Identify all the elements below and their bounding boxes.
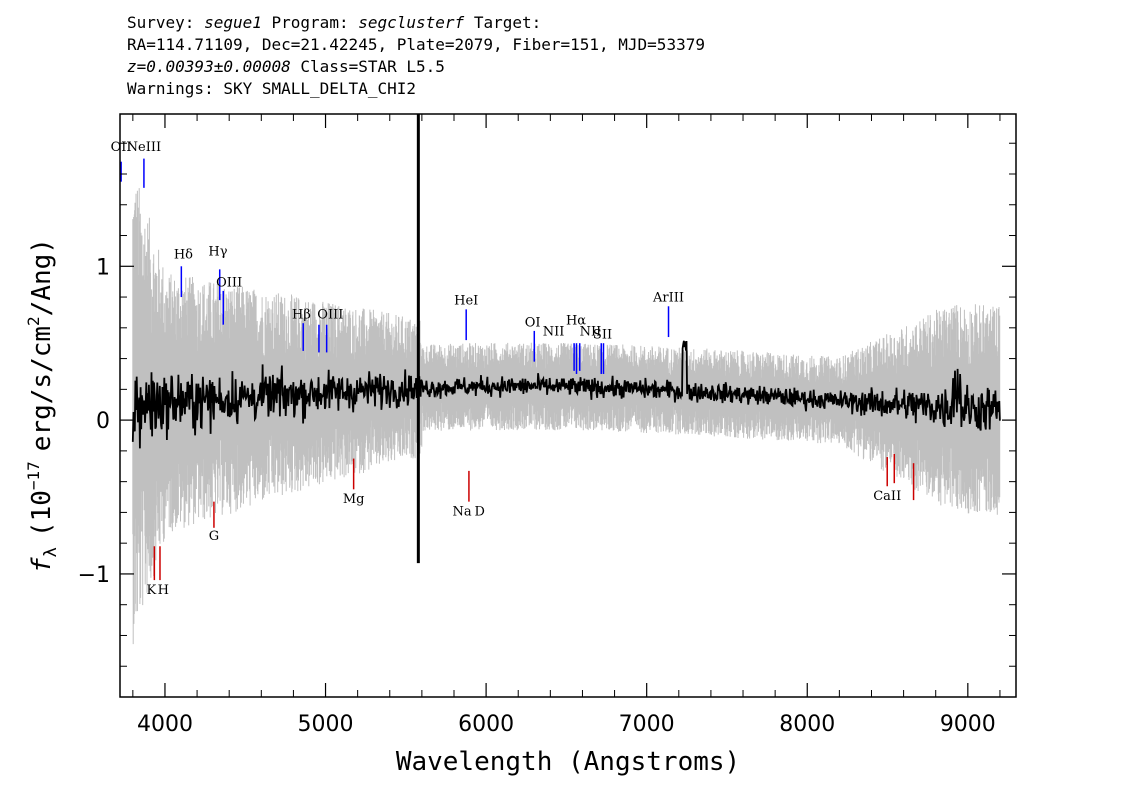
plot-frame: [119, 113, 1017, 698]
header-line-coordinates: RA=114.71109, Dec=21.42245, Plate=2079, …: [127, 35, 705, 54]
y-axis-open: (10: [27, 490, 57, 537]
spectrum-line: [131, 340, 1001, 449]
target-label: Target:: [473, 13, 542, 32]
emission-line-label: NeIII: [127, 140, 161, 155]
emission-line-label: HeI: [454, 294, 478, 309]
x-tick-label: 5000: [298, 712, 354, 737]
survey-value: segue1: [204, 13, 262, 32]
axis-ticks: 4000 5000 6000 7000 8000 9000 −1 0 1: [78, 114, 1016, 737]
absorption-line-label: G: [209, 529, 219, 544]
emission-line-label: Hβ: [292, 308, 311, 323]
x-tick-label: 6000: [458, 712, 514, 737]
survey-label: Survey:: [127, 13, 195, 32]
emission-line-label: Hδ: [174, 248, 193, 263]
y-axis-f: f: [27, 557, 57, 573]
error-band-path: [132, 188, 1001, 645]
emission-line-label: NII: [580, 325, 602, 340]
header-line-redshift: z=0.00393±0.00008 Class=STAR L5.5: [127, 56, 1027, 78]
emission-line-label: ArIII: [652, 291, 684, 306]
x-tick-label: 7000: [619, 712, 675, 737]
absorption-line-label: H: [158, 583, 169, 598]
x-tick-label: 8000: [779, 712, 835, 737]
redshift-value: z=0.00393±0.00008: [127, 57, 291, 76]
sky-error-band: [132, 188, 1001, 645]
emission-line-label: OI: [525, 315, 541, 330]
absorption-line-label: Mg: [343, 492, 365, 507]
spectrum-header: Survey: segue1 Program: segclusterf Targ…: [127, 12, 1027, 100]
emission-line-label: OIII: [317, 308, 343, 323]
y-axis-exp: −17: [24, 461, 43, 490]
y-axis-sub: λ: [41, 547, 61, 557]
y-axis-title: fλ (10−17 erg/s/cm2/Ang): [24, 238, 61, 573]
program-value: segclusterf: [358, 13, 465, 32]
y-tick-label: 1: [96, 255, 110, 280]
class-value: Class=STAR L5.5: [300, 57, 445, 76]
emission-line-label: OIII: [216, 275, 242, 290]
absorption-line-label: D: [474, 504, 484, 519]
emission-line-label: NII: [543, 325, 565, 340]
y-axis-close: /Ang): [27, 238, 57, 316]
spectrum-line-group: [131, 114, 1001, 564]
x-axis-title: Wavelength (Angstroms): [396, 747, 740, 777]
y-axis-sq: 2: [24, 316, 43, 326]
y-tick-label: 0: [96, 409, 110, 434]
x-tick-label: 9000: [940, 712, 996, 737]
y-axis-mid: erg/s/cm: [27, 326, 57, 451]
program-label: Program:: [271, 13, 349, 32]
y-tick-label: −1: [78, 563, 110, 588]
absorption-line-label: K: [146, 583, 156, 598]
emission-line-label: SII: [593, 328, 612, 343]
absorption-line-label: Na: [452, 504, 471, 519]
header-line-warnings: Warnings: SKY SMALL_DELTA_CHI2: [127, 79, 416, 98]
header-line-survey: Survey: segue1 Program: segclusterf Targ…: [127, 12, 1027, 34]
emission-line-label: Hγ: [208, 245, 227, 260]
x-tick-label: 4000: [137, 712, 193, 737]
emission-line-label: Hα: [566, 314, 586, 329]
absorption-line-label: CaII: [873, 489, 901, 504]
